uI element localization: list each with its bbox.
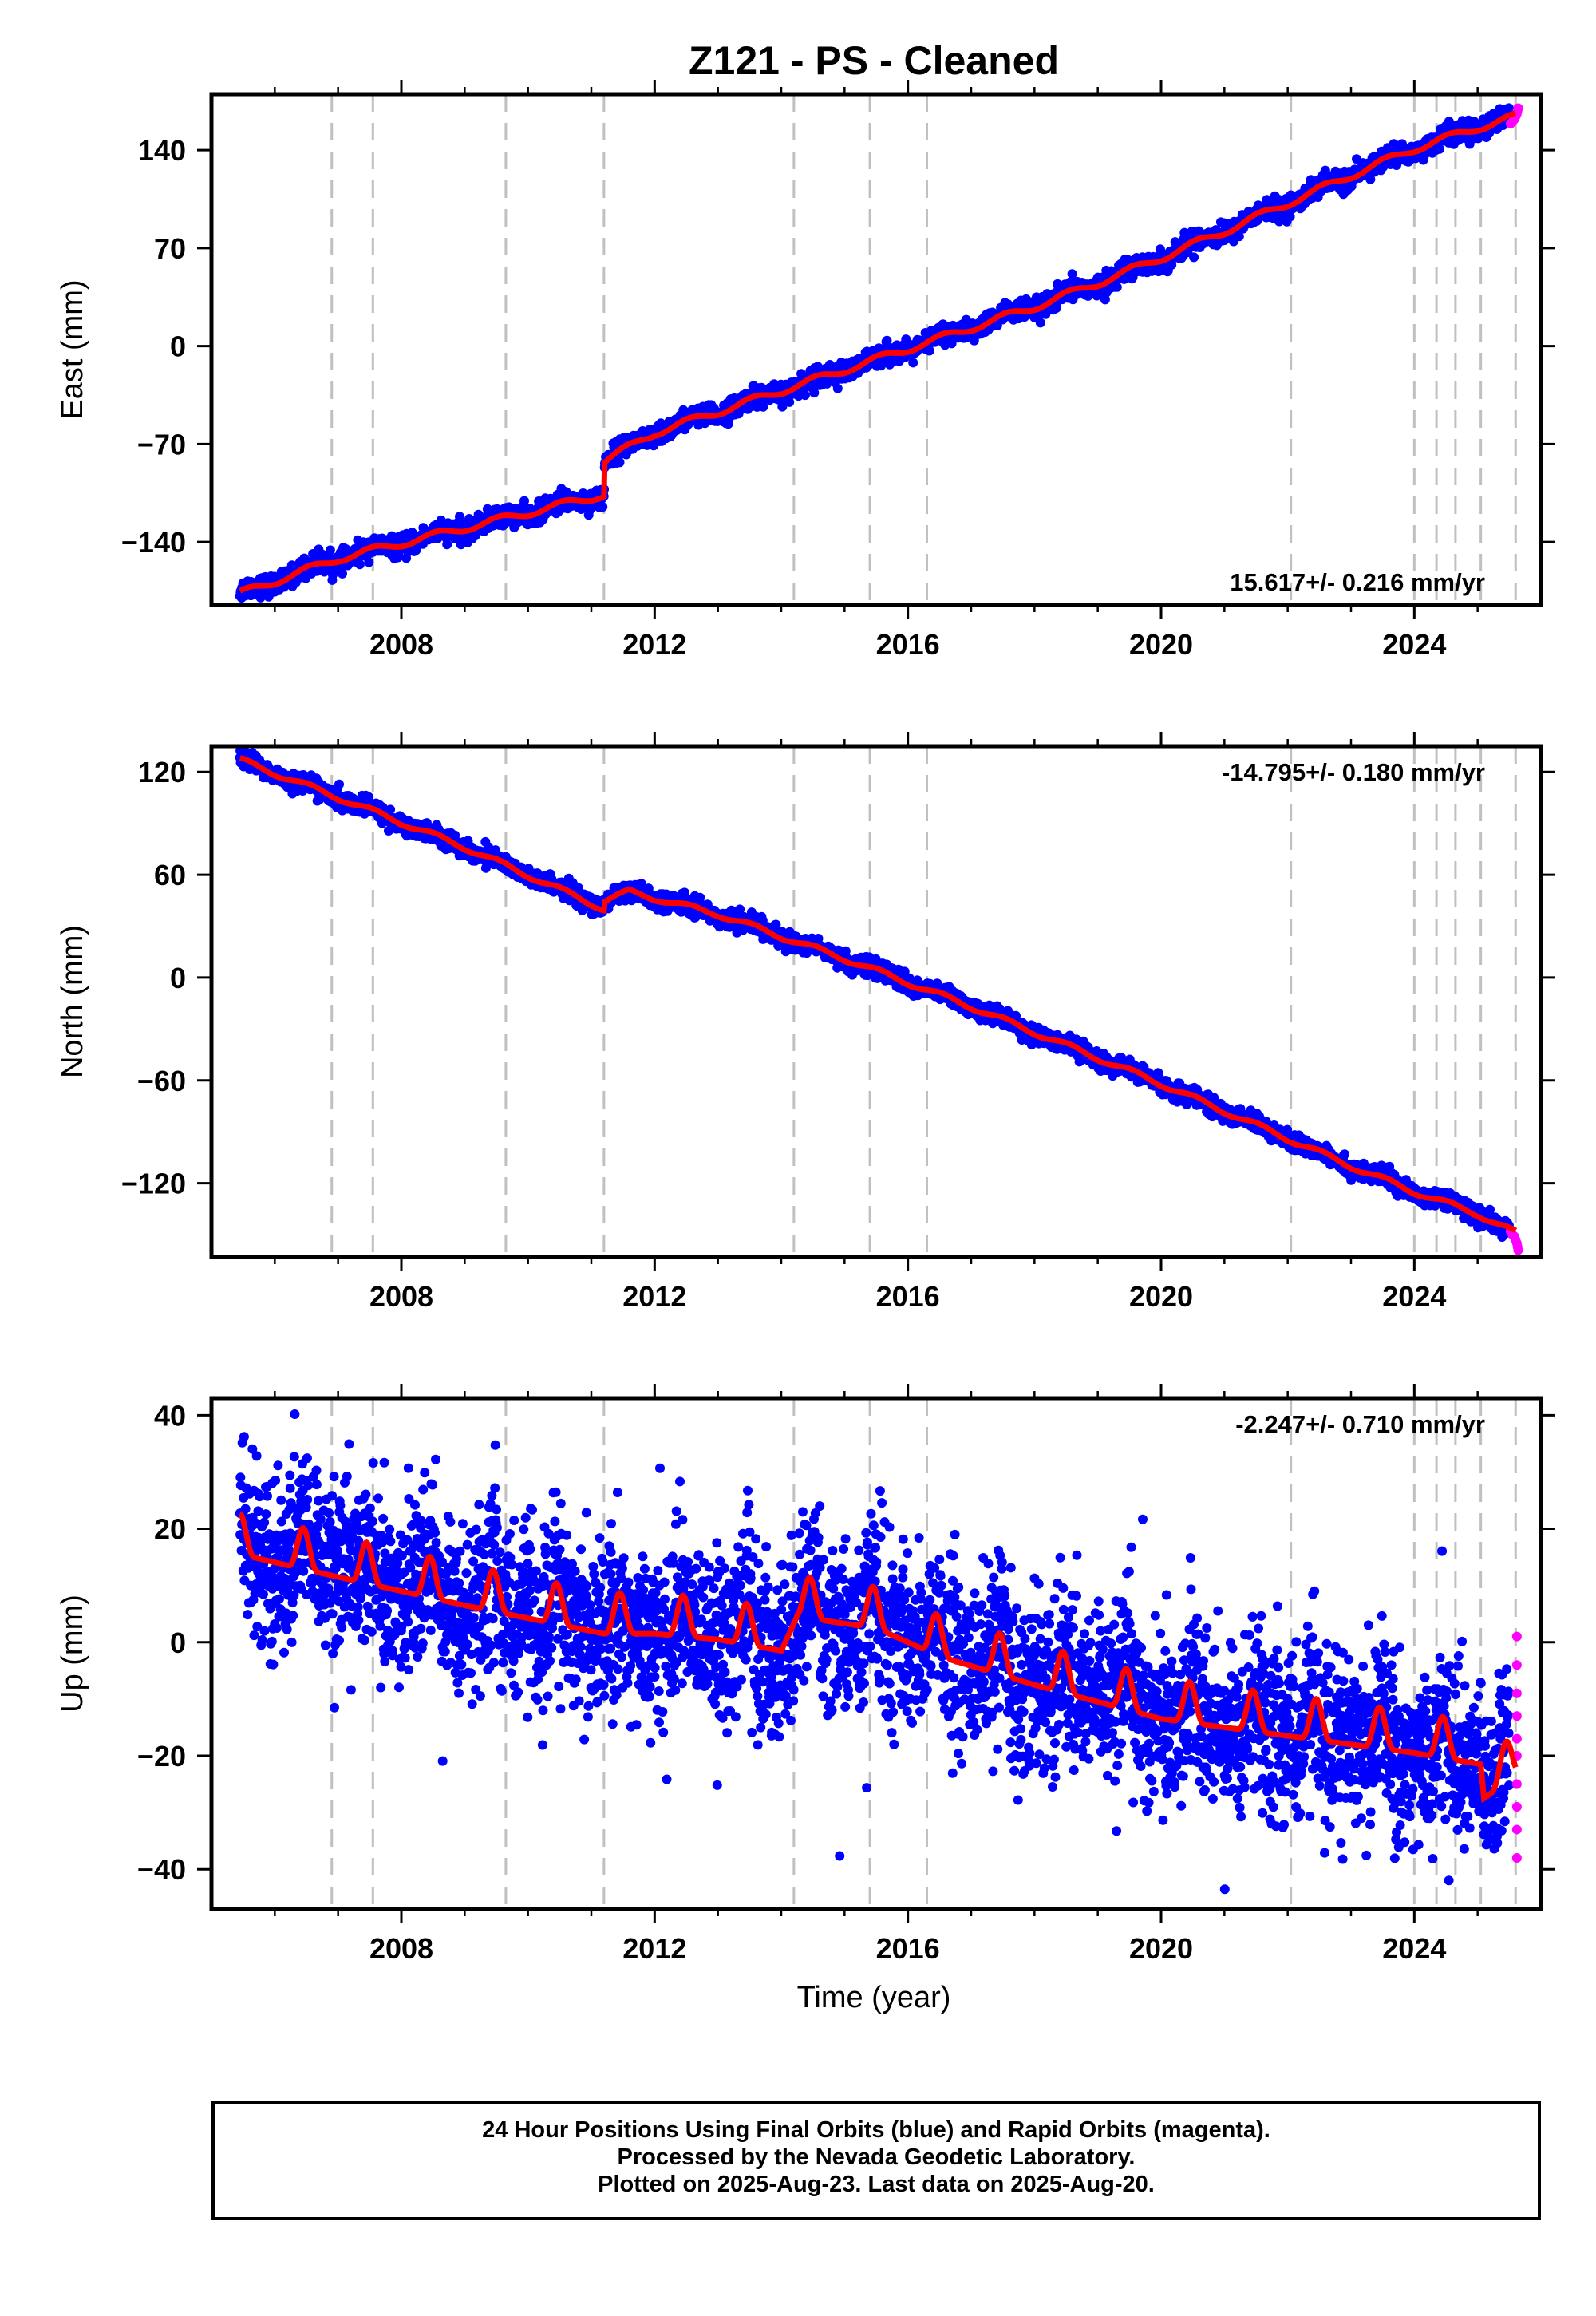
data-point [614,457,625,468]
data-point [1067,269,1077,279]
final-points [235,103,1514,603]
y-tick-label: −140 [121,526,186,559]
data-point [442,539,452,550]
x-tick-label: 2008 [369,628,433,661]
x-tick-label: 2020 [1129,628,1193,661]
data-point [1035,318,1045,328]
data-point [519,496,529,506]
chart-title: Z121 - PS - Cleaned [689,38,1059,83]
x-tick-label: 2016 [876,628,940,661]
y-tick-label: −70 [137,428,186,460]
data-point [800,390,810,401]
data-point [455,512,464,522]
rate-label: 15.617+/- 0.216 mm/yr [1230,568,1485,596]
data-point [1112,282,1122,292]
y-axis-label: East (mm) [56,279,89,419]
y-tick-label: 140 [138,134,186,167]
x-tick-label: 2012 [622,628,686,661]
data-point [338,568,347,579]
data-point [1041,309,1051,319]
data-point [364,557,374,567]
y-tick-label: 70 [154,232,186,265]
data-point [832,383,843,393]
data-point [882,335,892,346]
data-point [334,779,344,789]
event-lines [330,746,1517,1257]
data-point [908,358,918,368]
final-points [235,746,1514,1242]
data-point [598,502,608,512]
data-point [385,804,396,815]
data-point [325,545,335,555]
east-panel: 2008 2012 2016 2020 2024 −140 −70 0 70 140 East (m… [56,80,1555,661]
x-tick-label: 2024 [1382,628,1446,661]
data-point [1234,231,1244,242]
data-point [1189,252,1199,263]
data-point [1100,294,1110,305]
data-point [758,401,768,412]
data-point [924,346,934,356]
y-tick-label: 0 [170,330,186,363]
data-point [354,559,365,570]
data-point [784,397,795,407]
data-point [809,388,820,398]
